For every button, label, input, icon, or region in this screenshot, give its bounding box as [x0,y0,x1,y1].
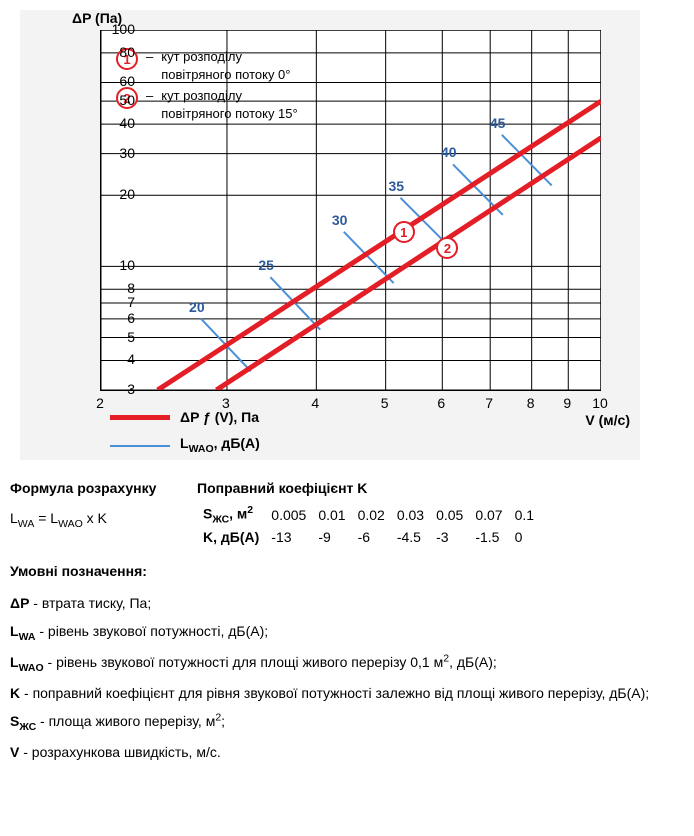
series-badge: 2 [436,237,458,259]
x-tick: 5 [370,395,400,411]
definition-line: SЖС - площа живого перерізу, м2; [10,707,684,738]
bottom-legend: ΔP ƒ (V), Па LWAO, дБ(A) [20,406,260,460]
y-tick: 100 [95,21,135,37]
y-tick: 6 [95,310,135,326]
legend-swatch-red [110,415,170,420]
y-tick: 8 [95,280,135,296]
legend-swatch-blue [110,445,170,447]
formula-equation: LWA = LWAO x K [10,510,185,530]
definition-line: K - поправний коефіцієнт для рівня звуко… [10,679,684,707]
legend-blue-label: LWAO, дБ(A) [180,432,260,460]
x-tick: 7 [474,395,504,411]
y-tick: 10 [95,257,135,273]
noise-tick-label: 35 [388,178,404,194]
y-tick: 60 [95,73,135,89]
y-tick: 40 [95,115,135,131]
noise-tick-label: 20 [189,299,205,315]
definitions-title: Умовні позначення: [10,557,684,585]
x-tick: 8 [516,395,546,411]
definition-line: ΔP - втрата тиску, Па; [10,589,684,617]
y-tick: 20 [95,186,135,202]
chart-container: ΔP (Па) 1 – кут розподілу повітряного по… [20,10,640,460]
legend-red-label: ΔP ƒ (V), Па [180,406,259,428]
noise-tick-label: 30 [332,212,348,228]
definition-line: V - розрахункова швидкість, м/с. [10,738,684,766]
formula-section: Формула розрахунку LWA = LWAO x K Поправ… [10,480,684,547]
in-chart-legend: 1 – кут розподілу повітряного потоку 0° … [116,48,298,126]
noise-tick-label: 40 [441,144,457,160]
coef-row-k: K, дБ(А) -13 -9 -6 -4.5 -3 -1.5 0 [197,527,540,547]
y-tick: 5 [95,329,135,345]
dash: – [146,87,153,105]
x-axis-title: V (м/с) [585,412,630,428]
definitions-section: Умовні позначення: ΔP - втрата тиску, Па… [10,557,684,765]
y-tick: 50 [95,92,135,108]
x-tick: 6 [426,395,456,411]
x-tick: 10 [585,395,615,411]
noise-tick-label: 25 [258,257,274,273]
legend-text-1: кут розподілу повітряного потоку 0° [161,48,290,83]
coef-row2-hdr: K, дБ(А) [197,527,265,547]
legend-text-2: кут розподілу повітряного потоку 15° [161,87,297,122]
dash: – [146,48,153,66]
definition-line: LWA - рівень звукової потужності, дБ(А); [10,617,684,648]
noise-tick-label: 45 [490,115,506,131]
y-tick: 30 [95,145,135,161]
coef-title: Поправний коефіцієнт K [197,480,540,496]
series-badge: 1 [393,221,415,243]
y-tick: 7 [95,294,135,310]
plot-area: 1 – кут розподілу повітряного потоку 0° … [100,30,601,391]
coef-row-s: SЖС, м2 0.005 0.01 0.02 0.03 0.05 0.07 0… [197,502,540,527]
y-tick: 4 [95,351,135,367]
coef-table: SЖС, м2 0.005 0.01 0.02 0.03 0.05 0.07 0… [197,502,540,547]
formula-title: Формула розрахунку [10,480,185,496]
y-tick: 80 [95,44,135,60]
definition-line: LWAO - рівень звукової потужності для пл… [10,648,684,679]
coef-row1-hdr: SЖС, м2 [197,502,265,527]
x-tick: 9 [552,395,582,411]
x-tick: 4 [300,395,330,411]
